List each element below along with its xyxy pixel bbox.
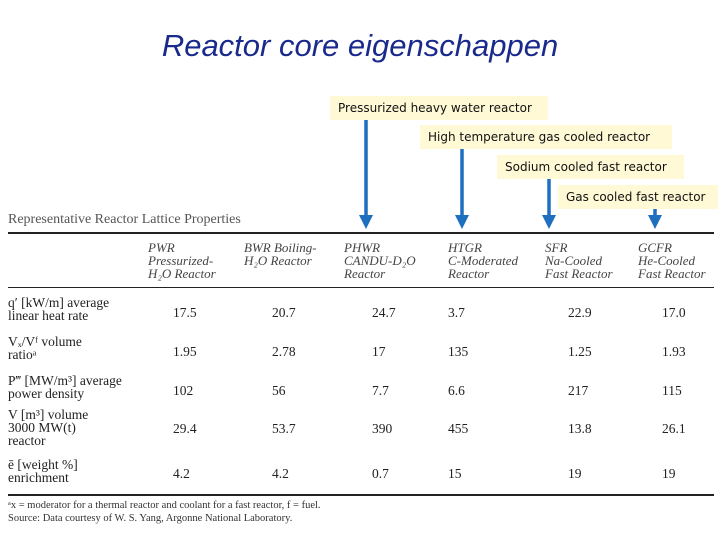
table-bottom-rule (8, 494, 714, 496)
table-cell: 53.7 (272, 421, 296, 436)
table-cell: 17 (372, 344, 386, 359)
row-label-line: power density (8, 386, 85, 401)
table-cell: 2.78 (272, 344, 296, 359)
table-cell: 24.7 (372, 305, 396, 320)
column-header-line: He-Cooled (638, 253, 696, 268)
table-cell: 19 (568, 466, 582, 481)
table-cell: 56 (272, 383, 286, 398)
column-header-line: Pressurized- (148, 253, 214, 268)
table-cell: 20.7 (272, 305, 296, 320)
column-header-line: GCFR (638, 240, 672, 255)
table-cell: 1.25 (568, 344, 592, 359)
row-label-line: reactor (8, 433, 46, 448)
table-cell: 22.9 (568, 305, 592, 320)
column-header-line: C-Moderated (448, 253, 519, 268)
column-header-line: Reactor (344, 266, 386, 281)
table-cell: 455 (448, 421, 469, 436)
table-footnote: ᵃx = moderator for a thermal reactor and… (8, 500, 321, 511)
column-header-line: Na-Cooled (545, 253, 603, 268)
column-header-line: Fast Reactor (638, 266, 706, 281)
column-header-line: Fast Reactor (545, 266, 613, 281)
table-cell: 135 (448, 344, 469, 359)
table-cell: 6.6 (448, 383, 465, 398)
table-cell: 26.1 (662, 421, 686, 436)
callout-sfr: Sodium cooled fast reactor (497, 155, 684, 179)
row-label-line: enrichment (8, 470, 69, 485)
table-cell: 390 (372, 421, 393, 436)
table-cell: 115 (662, 383, 682, 398)
table-cell: 102 (173, 383, 194, 398)
table-cell: 13.8 (568, 421, 592, 436)
column-header-line: HTGR (448, 240, 482, 255)
table-cell: 4.2 (173, 466, 190, 481)
table-top-rule (8, 232, 714, 234)
column-header-line: CANDU-D₂O (344, 253, 416, 268)
header-rule (8, 287, 714, 288)
callout-htgr: High temperature gas cooled reactor (420, 125, 672, 149)
table-cell: 217 (568, 383, 589, 398)
callout-phwr: Pressurized heavy water reactor (330, 96, 548, 120)
row-label-line: q′ [kW/m] average (8, 295, 110, 310)
table-cell: 15 (448, 466, 462, 481)
table-cell: 7.7 (372, 383, 389, 398)
column-header-line: BWR Boiling- (244, 240, 317, 255)
row-label-line: Vₓ/Vᶠ volume (8, 334, 82, 349)
column-header-line: H₂O Reactor (244, 253, 312, 268)
column-header-line: Reactor (448, 266, 490, 281)
page-title: Reactor core eigenschappen (161, 28, 559, 63)
table-cell: 17.0 (662, 305, 686, 320)
row-label-line: V [m³] volume (8, 407, 89, 422)
row-label-line: linear heat rate (8, 308, 89, 323)
callout-gcfr: Gas cooled fast reactor (558, 185, 718, 209)
table-cell: 29.4 (173, 421, 197, 436)
row-label-line: 3000 MW(t) (8, 420, 76, 435)
table-cell: 4.2 (272, 466, 289, 481)
table-cell: 3.7 (448, 305, 465, 320)
table-cell: 0.7 (372, 466, 389, 481)
row-label-line: ē [weight %] (8, 457, 78, 472)
table-cell: 17.5 (173, 305, 197, 320)
table-cell: 1.93 (662, 344, 686, 359)
table-cell: 1.95 (173, 344, 197, 359)
table-cell: 19 (662, 466, 676, 481)
column-header-line: PWR (148, 240, 175, 255)
row-label-line: P‴ [MW/m³] average (8, 373, 122, 388)
table-source: Source: Data courtesy of W. S. Yang, Arg… (8, 513, 293, 524)
row-label-line: ratioᵃ (8, 347, 37, 362)
column-header-line: SFR (545, 240, 568, 255)
column-header-line: H₂O Reactor (148, 266, 216, 281)
table-caption: Representative Reactor Lattice Propertie… (8, 212, 241, 227)
column-header-line: PHWR (344, 240, 381, 255)
